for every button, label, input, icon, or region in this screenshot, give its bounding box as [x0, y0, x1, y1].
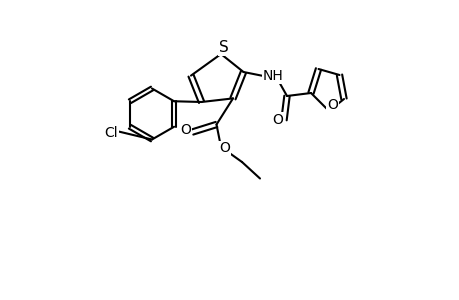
Text: O: O [180, 124, 191, 137]
Text: O: O [271, 113, 282, 127]
Text: S: S [218, 40, 229, 55]
Text: O: O [326, 98, 337, 112]
Text: O: O [218, 142, 230, 155]
Text: NH: NH [263, 70, 283, 83]
Text: Cl: Cl [105, 127, 118, 140]
